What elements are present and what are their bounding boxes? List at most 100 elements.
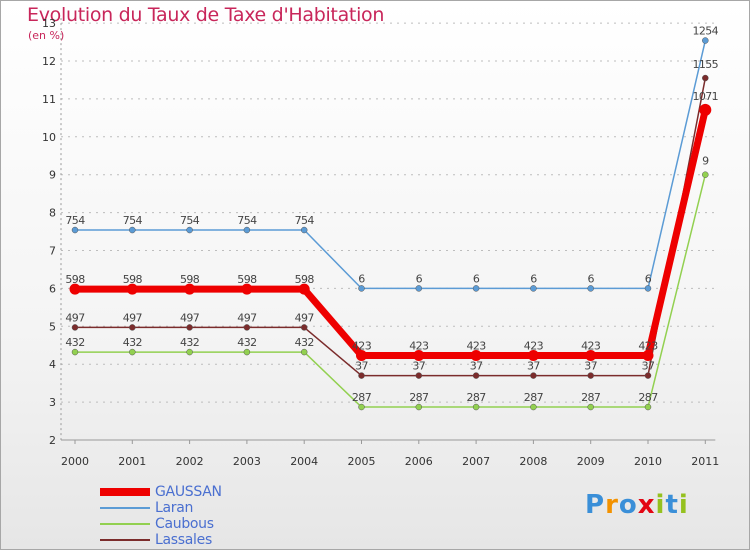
x-tick-label: 2011	[691, 455, 719, 468]
data-label-lassales: 37	[412, 360, 425, 373]
chart-title: Evolution du Taux de Taxe d'Habitation	[27, 4, 385, 26]
data-label-caubous: 287	[352, 391, 372, 404]
point-laran	[243, 226, 251, 234]
legend-swatch-caubous	[100, 523, 150, 525]
point-caubous	[415, 403, 423, 411]
data-label-laran: 754	[295, 214, 315, 227]
data-label-laran: 1254	[692, 25, 718, 38]
point-laran	[530, 285, 537, 292]
legend-swatch-gaussan	[100, 488, 150, 496]
data-label-lassales: 37	[584, 360, 597, 373]
data-label-laran: 6	[530, 272, 537, 285]
data-label-caubous: 9	[702, 155, 709, 168]
point-laran	[71, 226, 79, 234]
unit-label: (en %)	[28, 29, 65, 42]
data-label-laran: 754	[180, 214, 200, 227]
x-tick-label: 2000	[61, 455, 89, 468]
y-tick-label: 7	[49, 245, 56, 258]
point-caubous	[702, 171, 709, 178]
series-line-laran	[75, 40, 707, 290]
data-label-caubous: 432	[237, 336, 256, 349]
point-laran	[472, 285, 480, 292]
point-caubous	[358, 403, 365, 411]
data-label-caubous: 432	[123, 336, 142, 349]
x-tick-label: 2008	[519, 455, 547, 468]
y-tick-label: 11	[42, 93, 56, 106]
point-lassales	[530, 372, 537, 379]
data-label-laran: 754	[65, 214, 85, 227]
x-tick-label: 2005	[348, 455, 376, 468]
legend-swatch-lassales	[100, 539, 150, 541]
y-tick-label: 9	[49, 169, 56, 182]
point-lassales	[129, 324, 136, 331]
data-label-lassales: 37	[642, 360, 655, 373]
point-gaussan	[527, 349, 539, 361]
data-label-lassales: 1155	[692, 58, 718, 71]
point-gaussan	[126, 283, 138, 295]
point-gaussan	[184, 283, 196, 295]
data-label-laran: 754	[237, 214, 257, 227]
y-tick-label: 3	[49, 396, 56, 409]
point-lassales	[71, 324, 79, 331]
point-laran	[129, 226, 136, 234]
point-laran	[186, 226, 193, 234]
data-label-lassales: 497	[295, 311, 315, 324]
series-line-lassales	[75, 77, 707, 377]
data-label-gaussan: 598	[180, 273, 200, 286]
legend-swatch-laran	[100, 507, 150, 509]
point-lassales	[587, 372, 594, 379]
point-laran	[415, 285, 423, 292]
point-gaussan	[585, 349, 597, 361]
data-label-caubous: 287	[466, 391, 486, 404]
x-tick-label: 2004	[290, 455, 318, 468]
data-label-caubous: 287	[638, 391, 658, 404]
data-label-laran: 6	[416, 272, 423, 285]
point-laran	[702, 37, 709, 44]
data-label-gaussan: 423	[409, 339, 429, 352]
logo-letter: r	[605, 490, 619, 520]
point-caubous	[530, 403, 537, 411]
data-label-caubous: 287	[581, 391, 601, 404]
series-line-caubous	[75, 174, 707, 408]
data-label-caubous: 287	[409, 391, 429, 404]
y-tick-label: 12	[42, 55, 56, 68]
point-lassales	[300, 324, 308, 331]
data-labels: 598 598 598 598 598 423 423 423 423 423 423 1071 754…	[65, 25, 719, 404]
point-gaussan	[413, 349, 425, 361]
data-label-lassales: 497	[123, 311, 143, 324]
data-label-gaussan: 423	[524, 339, 544, 352]
point-gaussan	[699, 103, 712, 116]
point-gaussan	[470, 349, 482, 361]
x-tick-label: 2007	[462, 455, 490, 468]
point-caubous	[71, 348, 79, 356]
data-label-lassales: 37	[470, 360, 483, 373]
y-tick-label: 4	[49, 358, 56, 371]
data-label-laran: 6	[587, 272, 594, 285]
data-label-gaussan: 598	[237, 273, 257, 286]
point-caubous	[129, 348, 136, 356]
logo-letter: x	[637, 490, 656, 520]
point-caubous	[300, 348, 308, 356]
point-caubous	[243, 348, 251, 356]
legend-label-lassales: Lassales	[155, 532, 212, 548]
series-points	[69, 37, 712, 411]
data-label-gaussan: 598	[123, 273, 143, 286]
point-caubous	[186, 348, 193, 356]
data-label-gaussan: 423	[638, 339, 658, 352]
point-gaussan	[298, 283, 310, 295]
y-tick-label: 8	[49, 207, 56, 220]
y-tick-label: 6	[49, 282, 56, 295]
y-tick-label: 5	[49, 320, 56, 333]
logo-letter: P	[585, 490, 606, 520]
data-label-laran: 6	[358, 272, 365, 285]
point-caubous	[587, 403, 594, 411]
point-lassales	[186, 324, 193, 331]
data-label-gaussan: 423	[466, 339, 486, 352]
data-label-caubous: 432	[180, 336, 199, 349]
axes: 2 3 4 5 6 7 8 9 10 11 12 13 2000 2001 2002 2003 2004 2005…	[42, 17, 719, 468]
logo-letter: i	[655, 490, 666, 520]
y-tick-label: 13	[42, 17, 56, 30]
data-label-gaussan: 423	[581, 339, 601, 352]
